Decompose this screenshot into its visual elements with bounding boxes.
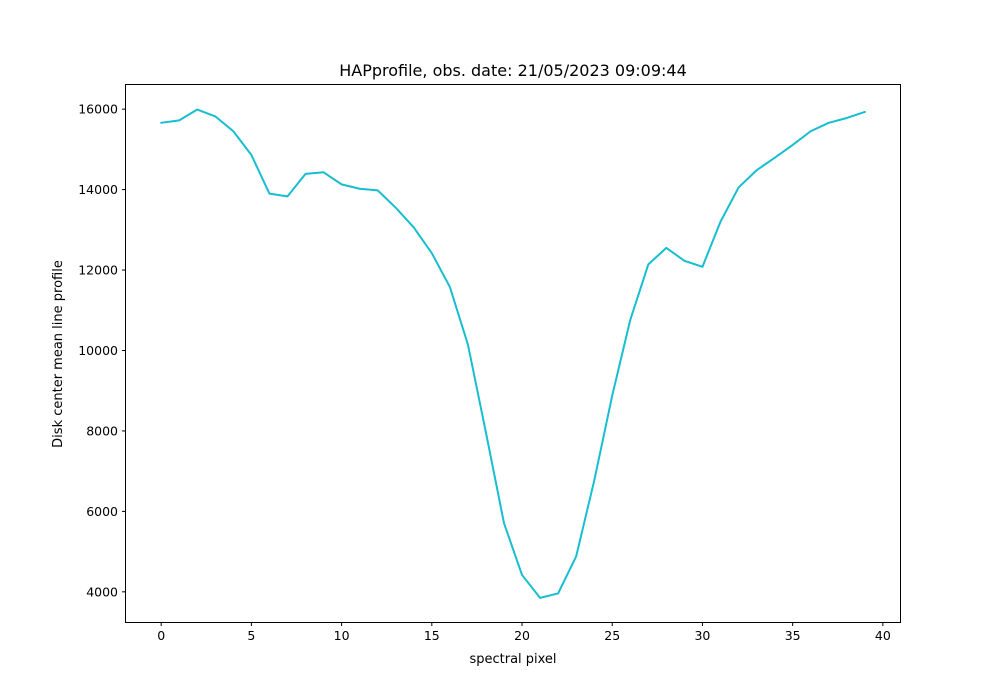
x-axis-label: spectral pixel	[469, 652, 556, 667]
x-tick-label: 5	[247, 628, 255, 643]
y-axis-ticks: 4000 6000 8000 10000 12000 14000 16000	[78, 102, 126, 599]
x-tick-label: 25	[604, 628, 620, 643]
y-tick-label: 8000	[86, 423, 118, 438]
x-axis-ticks: 0 5 10 15 20 25 30 35 40	[157, 622, 891, 643]
plot-area-frame	[125, 84, 901, 623]
series-line	[160, 108, 866, 599]
x-tick-label: 20	[514, 628, 530, 643]
y-tick-label: 12000	[78, 263, 118, 278]
x-tick-label: 35	[785, 628, 801, 643]
y-tick-label: 6000	[86, 504, 118, 519]
y-tick-label: 16000	[78, 102, 118, 117]
chart-title: HAPprofile, obs. date: 21/05/2023 09:09:…	[339, 61, 687, 80]
y-tick-label: 10000	[78, 343, 118, 358]
x-tick-label: 40	[875, 628, 891, 643]
y-tick-label: 4000	[86, 584, 118, 599]
y-tick-label: 14000	[78, 182, 118, 197]
x-tick-label: 30	[694, 628, 710, 643]
y-axis-label: Disk center mean line profile	[51, 260, 66, 448]
x-tick-label: 10	[334, 628, 350, 643]
x-tick-label: 15	[424, 628, 440, 643]
x-tick-label: 0	[157, 628, 165, 643]
